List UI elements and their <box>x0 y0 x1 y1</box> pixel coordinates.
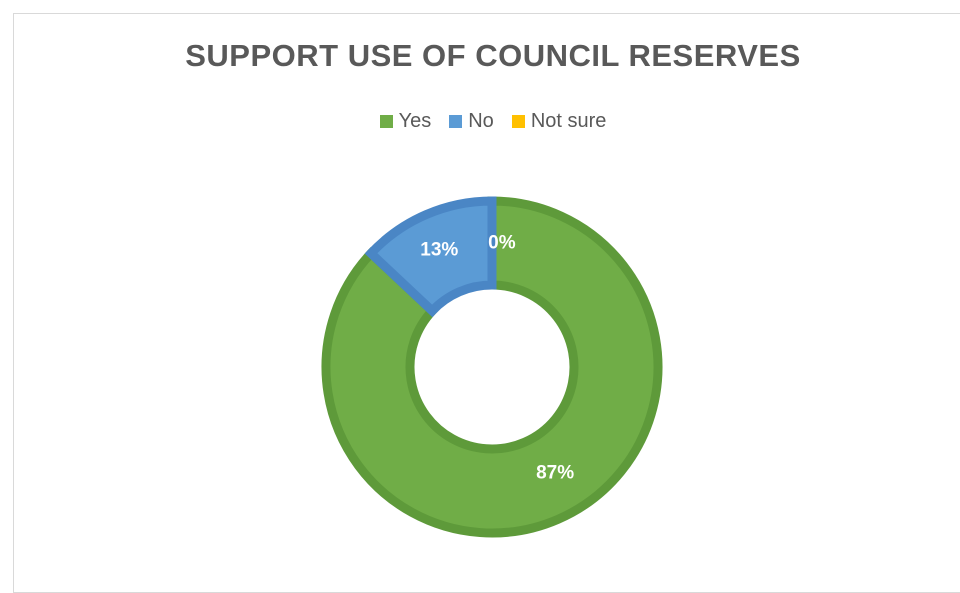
donut-chart: 87% 13% 0% <box>321 196 663 538</box>
data-label-not-sure: 0% <box>488 232 516 253</box>
data-label-no: 13% <box>420 239 458 260</box>
legend-swatch-yes <box>379 115 393 128</box>
legend-item-yes: Yes <box>379 110 432 133</box>
data-label-yes: 87% <box>536 463 574 484</box>
legend-swatch-not-sure <box>511 115 525 128</box>
legend-label-not-sure: Not sure <box>530 110 607 132</box>
slice-no <box>364 196 497 318</box>
legend-item-not-sure: Not sure <box>511 110 607 133</box>
legend-label-yes: Yes <box>398 110 432 132</box>
legend-label-no: No <box>468 110 494 132</box>
chart-title: SUPPORT USE OF COUNCIL RESERVES <box>185 38 801 73</box>
legend-item-no: No <box>449 110 494 133</box>
chart-legend: Yes No Not sure <box>0 110 960 133</box>
slice-yes <box>321 196 663 538</box>
legend-swatch-no <box>449 115 463 128</box>
